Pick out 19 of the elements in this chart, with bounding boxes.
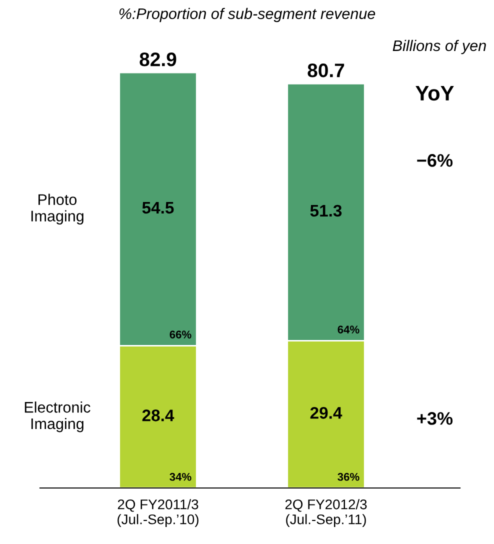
x-tick-label: 2Q FY2011/3 (Jul.-Sep.’10) [118,499,198,528]
total-label: 82.9 [140,52,176,66]
x-tick-label: 2Q FY2012/3 (Jul.-Sep.’11) [285,499,367,528]
annotation: YoY [416,86,454,101]
data-label: 29.4 [310,407,342,419]
total-label: 80.7 [308,64,344,78]
data-label: 54.5 [142,202,174,214]
text: Photo Imaging [31,194,84,225]
annotation: 64% [338,326,360,334]
series-label: Electronic Imaging [24,402,90,432]
chart-title: %:Proportion of sub-segment revenue [119,8,376,22]
annotation: −6% [417,154,453,167]
annotation: 34% [170,472,192,481]
data-label: 28.4 [142,410,174,422]
text: Billions of yen [392,40,486,54]
data-label: 51.3 [310,204,342,217]
annotation: 36% [338,472,360,481]
annotation: 66% [170,330,192,338]
annotation: +3% [417,412,453,425]
